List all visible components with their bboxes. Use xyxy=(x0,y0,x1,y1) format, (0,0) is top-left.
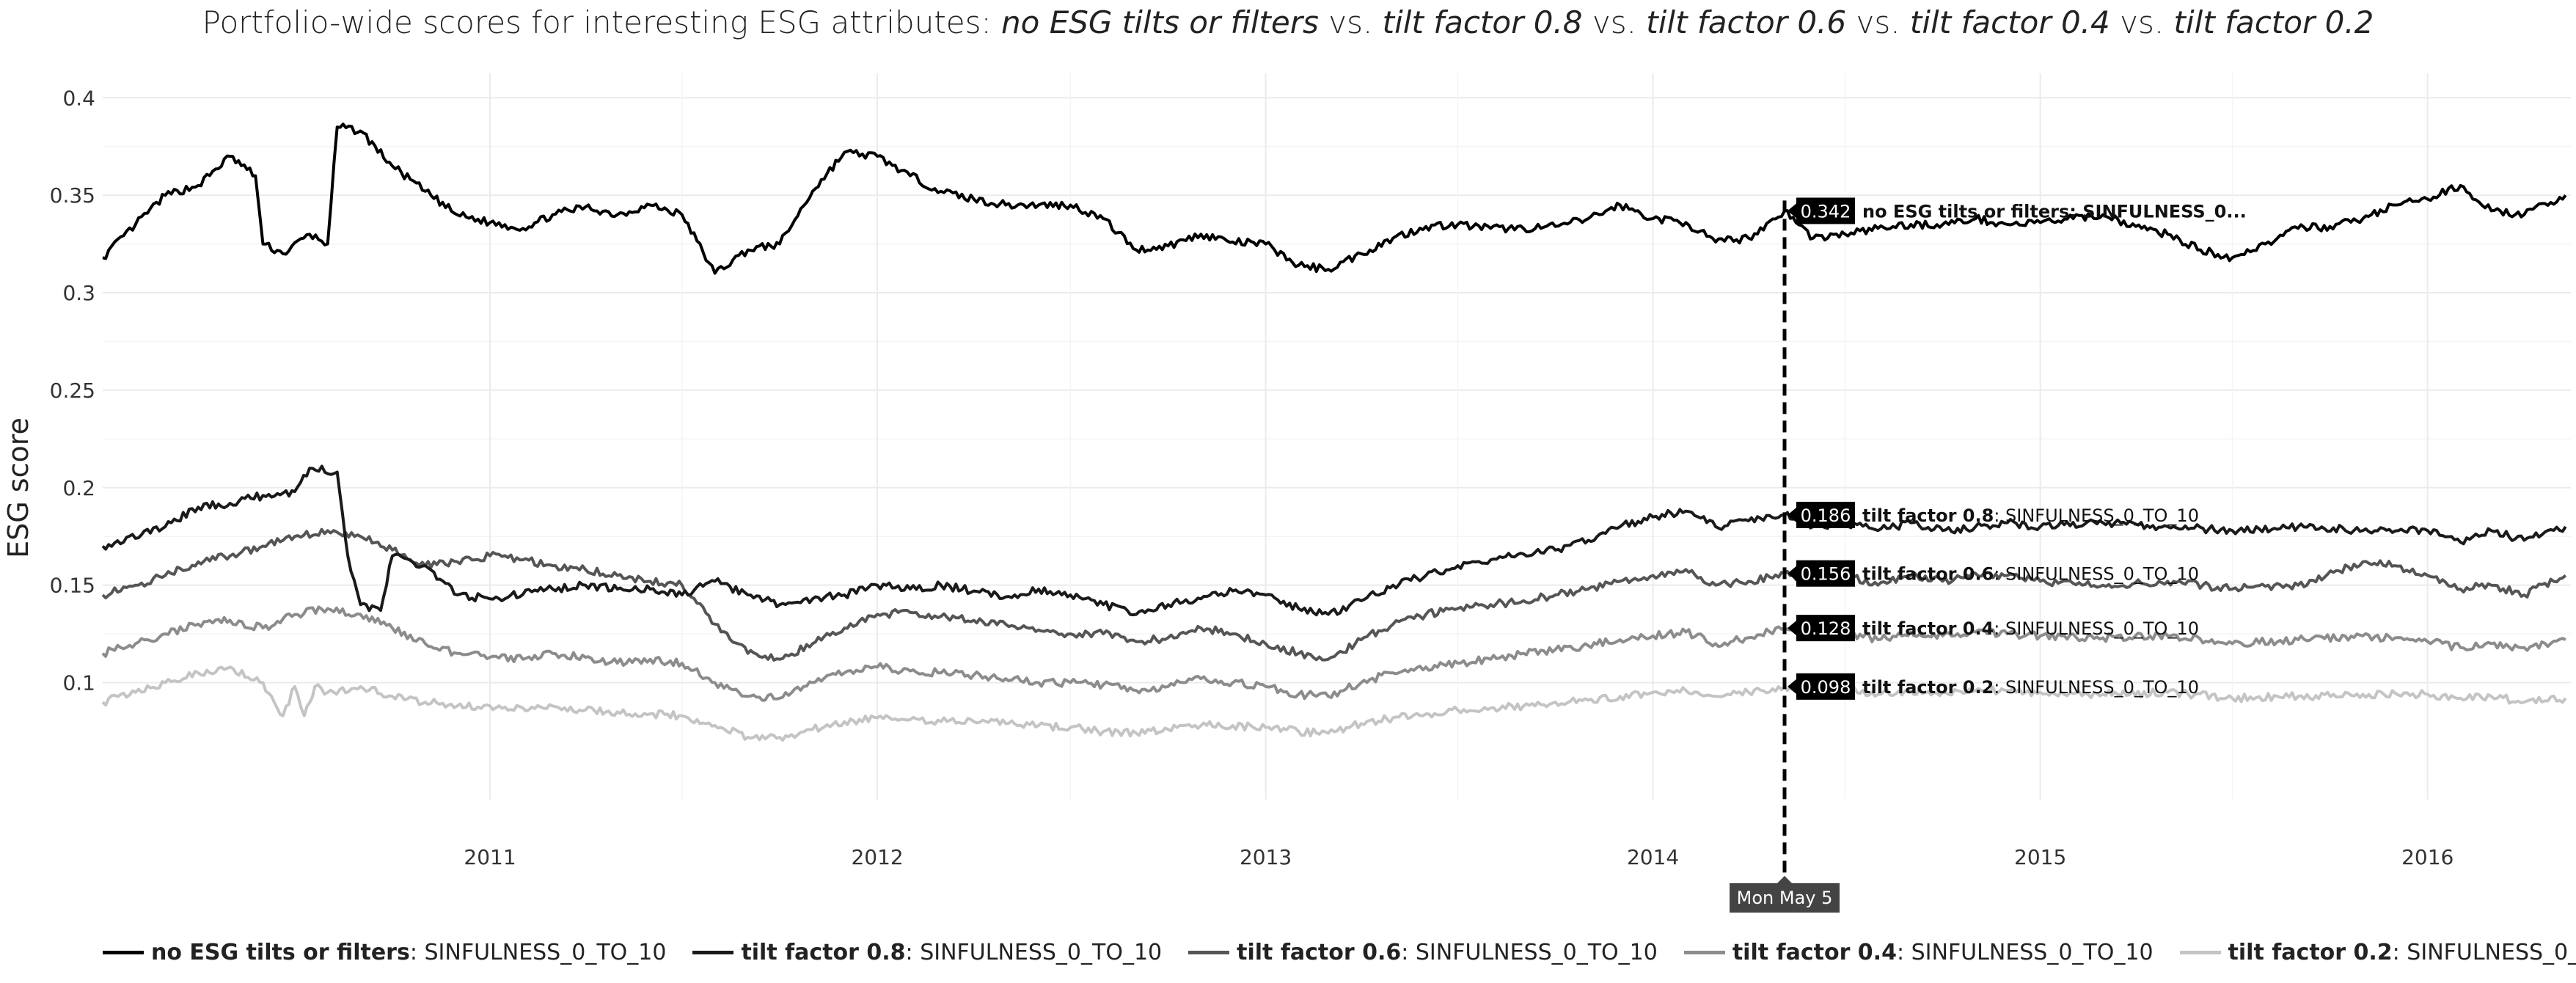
tooltip-attribute: : SINFULNESS_0_TO_10 xyxy=(1994,564,2199,585)
legend-attribute: : SINFULNESS_0_TO_10 xyxy=(1401,939,1658,965)
x-tick-label: 2016 xyxy=(2401,845,2454,869)
legend-attribute: : SINFULNESS_0_TO_10 xyxy=(1896,939,2154,965)
chart-title-prefix: Portfolio-wide scores for interesting ES… xyxy=(202,4,1002,40)
tooltip-value-box xyxy=(1796,197,1856,224)
tooltip-value-box xyxy=(1796,560,1856,587)
tooltip-value: 0.186 xyxy=(1801,505,1851,526)
tooltip-value: 0.156 xyxy=(1801,564,1851,585)
tooltip-value: 0.128 xyxy=(1801,618,1851,639)
tooltip-label: tilt factor 0.8: SINFULNESS_0_TO_10 xyxy=(1862,505,2199,526)
series-line-3 xyxy=(101,605,2566,702)
y-axis-label: ESG score xyxy=(2,417,34,558)
x-tick-label: 2014 xyxy=(1627,845,1679,869)
tooltip-pointer xyxy=(1788,679,1797,694)
legend-attribute: : SINFULNESS_0_TO_10 xyxy=(2392,939,2576,965)
y-tick-label: 0.25 xyxy=(50,379,95,403)
series-line-0 xyxy=(102,123,2567,275)
x-axis-ticks: 2011 2012 2013 2014 2015 2016 xyxy=(464,845,2454,869)
line-chart[interactable]: 0.10.150.20.250.30.350.4 2011 2012 2013 201… xyxy=(0,0,2576,932)
x-tick-label: 2015 xyxy=(2014,845,2066,869)
tooltip-value-box xyxy=(1796,615,1856,642)
chart-title-part: vs. xyxy=(1846,4,1910,40)
hover-crosshair: Mon May 50.342 no ESG tilts or filters: S… xyxy=(1730,197,2247,913)
y-tick-label: 0.1 xyxy=(62,671,95,695)
tooltip-series-name: tilt factor 0.4 xyxy=(1862,618,1994,639)
legend-swatch xyxy=(692,950,734,954)
tooltip-pointer xyxy=(1788,203,1797,219)
tooltip-value: 0.098 xyxy=(1801,677,1851,698)
legend-attribute: : SINFULNESS_0_TO_10 xyxy=(409,939,667,965)
tooltip-series-name: tilt factor 0.8 xyxy=(1862,505,1994,526)
y-tick-label: 0.15 xyxy=(50,574,95,598)
series-lines xyxy=(101,123,2567,742)
tooltip-label: tilt factor 0.6: SINFULNESS_0_TO_10 xyxy=(1862,564,2199,585)
tooltip-label: no ESG tilts or filters: SINFULNESS_0... xyxy=(1862,201,2247,222)
tooltip-series-name: tilt factor 0.6 xyxy=(1862,564,1994,585)
legend-swatch xyxy=(2179,950,2221,954)
legend-series-name: tilt factor 0.2 xyxy=(2228,939,2393,965)
y-tick-label: 0.35 xyxy=(50,183,95,208)
y-axis-ticks: 0.1 0.15 0.2 0.25 0.3 0.35 0.4 xyxy=(50,86,95,695)
y-tick-label: 0.4 xyxy=(62,86,95,110)
legend-item[interactable]: tilt factor 0.4: SINFULNESS_0_TO_10 xyxy=(1683,940,2154,965)
tooltip-series-name: tilt factor 0.2 xyxy=(1862,677,1994,698)
legend-swatch xyxy=(103,950,144,954)
tooltip-pointer xyxy=(1788,621,1797,636)
series-line-4 xyxy=(101,665,2567,742)
tooltip-pointer xyxy=(1788,508,1797,522)
chart-title-part: tilt factor 0.6 xyxy=(1646,4,1847,40)
tooltip-attribute: : SINFULNESS_0_TO_10 xyxy=(1994,677,2199,698)
tooltip-series-name: no ESG tilts or filters xyxy=(1862,201,2069,222)
tooltip-attribute: : SINFULNESS_0... xyxy=(2069,201,2246,222)
legend-item[interactable]: tilt factor 0.2: SINFULNESS_0_TO_10 xyxy=(2179,940,2576,965)
chart-title-part: vs. xyxy=(1582,4,1647,40)
legend-label: tilt factor 0.6: SINFULNESS_0_TO_10 xyxy=(1237,940,1658,965)
legend-swatch xyxy=(1683,950,1725,954)
hover-date-label: Mon May 5 xyxy=(1737,888,1833,908)
legend-swatch xyxy=(1188,950,1230,954)
legend-label: tilt factor 0.8: SINFULNESS_0_TO_10 xyxy=(741,940,1162,965)
chart-title-part: tilt factor 0.2 xyxy=(2173,4,2374,40)
legend-item[interactable]: tilt factor 0.8: SINFULNESS_0_TO_10 xyxy=(692,940,1162,965)
tooltip-label: tilt factor 0.4: SINFULNESS_0_TO_10 xyxy=(1862,618,2199,639)
legend-series-name: tilt factor 0.6 xyxy=(1237,939,1402,965)
tooltip-attribute: : SINFULNESS_0_TO_10 xyxy=(1994,618,2199,639)
series-line-2 xyxy=(101,527,2567,662)
y-tick-label: 0.3 xyxy=(62,281,95,305)
hover-date-box xyxy=(1730,883,1840,913)
y-tick-label: 0.2 xyxy=(62,476,95,500)
x-tick-label: 2012 xyxy=(851,845,903,869)
tooltip-label: tilt factor 0.2: SINFULNESS_0_TO_10 xyxy=(1862,677,2199,698)
legend-series-name: tilt factor 0.4 xyxy=(1732,939,1897,965)
chart-title-parts: no ESG tilts or filters vs. tilt factor … xyxy=(1001,4,2374,40)
chart-title: Portfolio-wide scores for interesting ES… xyxy=(0,4,2576,40)
legend-attribute: : SINFULNESS_0_TO_10 xyxy=(905,939,1163,965)
chart-legend: no ESG tilts or filters: SINFULNESS_0_TO… xyxy=(103,936,2576,968)
chart-title-part: tilt factor 0.4 xyxy=(1909,4,2110,40)
tooltip-attribute: : SINFULNESS_0_TO_10 xyxy=(1994,505,2199,526)
x-tick-label: 2011 xyxy=(464,845,516,869)
tooltip-value-box xyxy=(1796,673,1856,700)
legend-label: tilt factor 0.2: SINFULNESS_0_TO_10 xyxy=(2228,940,2576,965)
legend-series-name: no ESG tilts or filters xyxy=(151,939,410,965)
legend-label: no ESG tilts or filters: SINFULNESS_0_TO… xyxy=(151,940,666,965)
chart-title-part: vs. xyxy=(1318,4,1383,40)
chart-title-part: vs. xyxy=(2110,4,2174,40)
x-tick-label: 2013 xyxy=(1240,845,1292,869)
tooltip-value-box xyxy=(1796,502,1856,528)
legend-item[interactable]: no ESG tilts or filters: SINFULNESS_0_TO… xyxy=(103,940,666,965)
tooltip-pointer xyxy=(1788,566,1797,581)
chart-title-part: tilt factor 0.8 xyxy=(1382,4,1583,40)
series-line-1 xyxy=(101,464,2567,617)
legend-item[interactable]: tilt factor 0.6: SINFULNESS_0_TO_10 xyxy=(1188,940,1658,965)
chart-title-part: no ESG tilts or filters xyxy=(1001,4,1319,40)
legend-label: tilt factor 0.4: SINFULNESS_0_TO_10 xyxy=(1732,940,2154,965)
legend-series-name: tilt factor 0.8 xyxy=(741,939,906,965)
tooltip-value: 0.342 xyxy=(1801,201,1851,222)
hover-date-pointer xyxy=(1777,876,1793,883)
